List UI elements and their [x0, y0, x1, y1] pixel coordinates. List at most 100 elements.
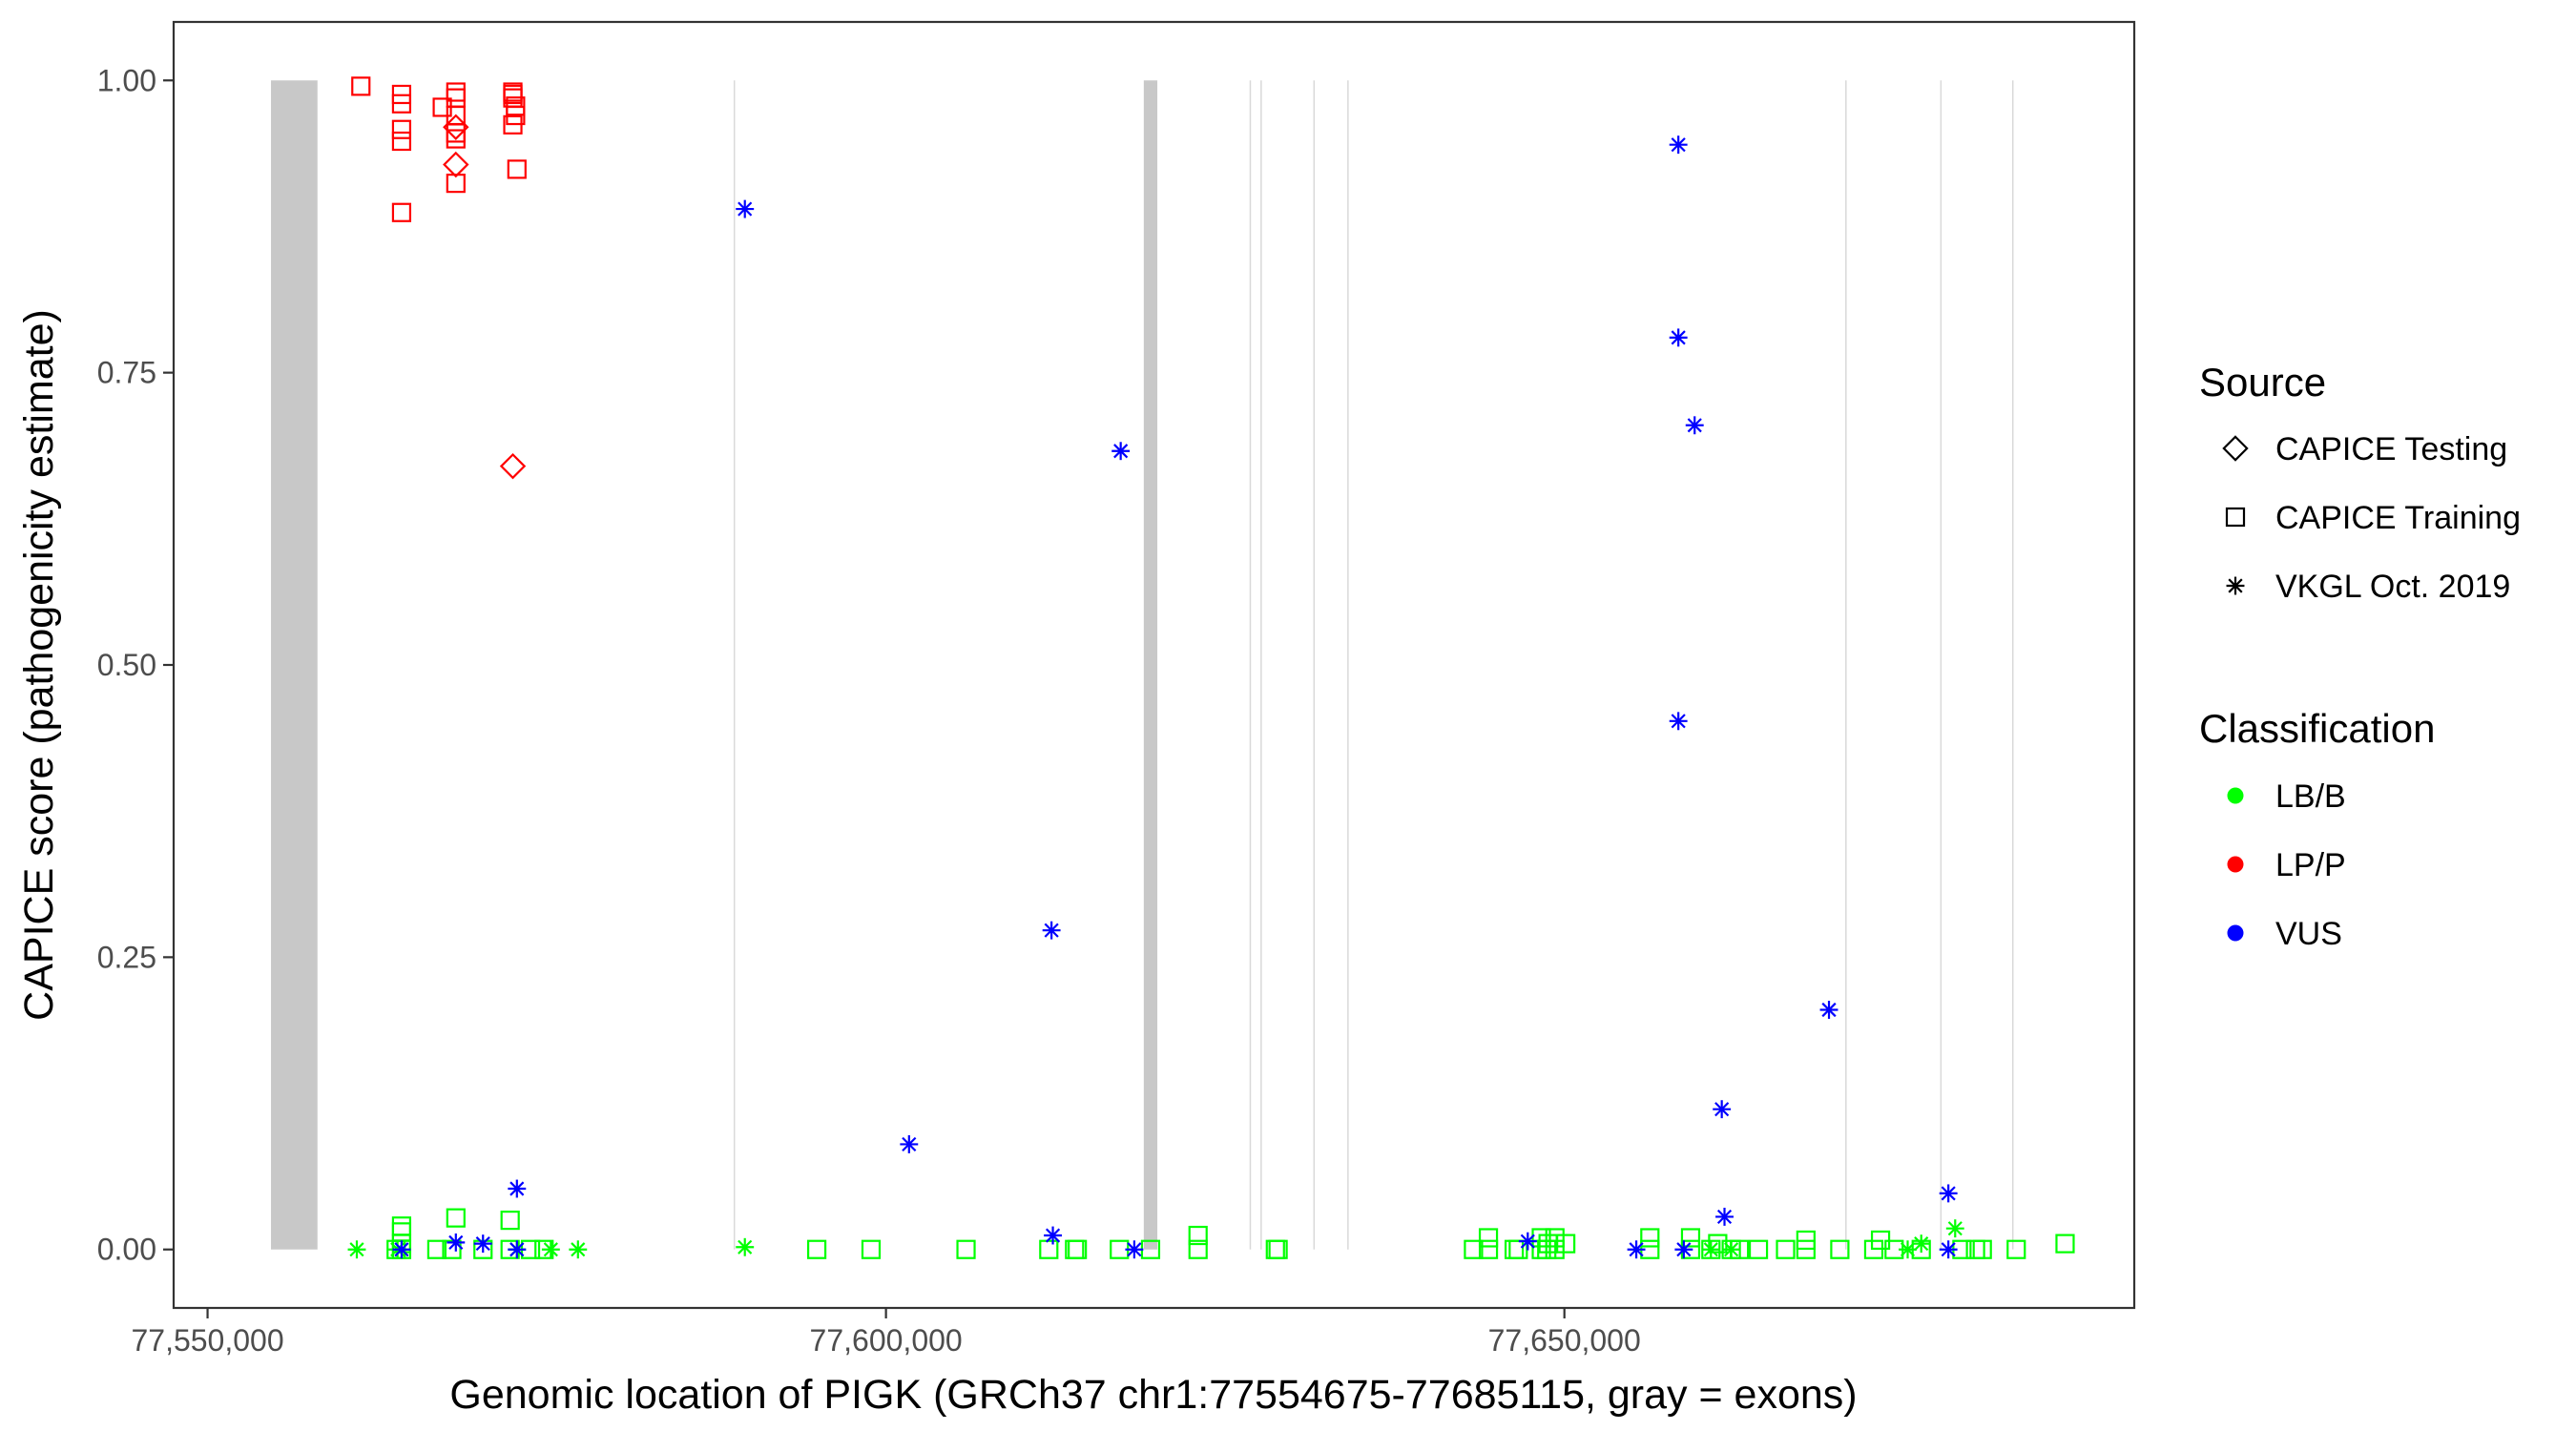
data-point	[1685, 416, 1704, 435]
data-point	[1701, 1240, 1720, 1259]
data-point	[1899, 1240, 1917, 1259]
data-point	[1518, 1232, 1537, 1251]
data-point	[508, 1179, 527, 1198]
x-tick-label: 77,650,000	[1488, 1323, 1641, 1358]
data-point	[1125, 1240, 1144, 1259]
data-point	[499, 452, 527, 480]
data-point	[347, 1240, 366, 1259]
data-point	[1912, 1234, 1931, 1254]
data-point	[569, 1240, 588, 1259]
legend-key	[2225, 507, 2246, 528]
data-point	[1068, 1239, 1088, 1259]
data-point	[442, 1239, 462, 1259]
legend-class-item: LB/B	[2227, 778, 2346, 815]
y-axis: 0.00 0.25 0.50 0.75 1.00	[97, 63, 174, 1267]
data-point	[443, 151, 469, 178]
x-axis-label: Genomic location of PIGK (GRCh37 chr1:77…	[449, 1372, 1857, 1418]
legend-class-item: VUS	[2227, 916, 2342, 952]
data-point	[1830, 1239, 1850, 1259]
data-point	[1669, 712, 1688, 731]
legend-label: CAPICE Testing	[2275, 431, 2507, 467]
data-point	[1680, 1228, 1701, 1248]
data-point	[1044, 1226, 1063, 1245]
legend-source-item: VKGL Oct. 2019	[2226, 569, 2510, 605]
data-point	[1268, 1239, 1288, 1259]
data-point	[1776, 1239, 1796, 1259]
y-tick-label: 0.00	[97, 1233, 156, 1267]
data-point	[447, 1233, 466, 1252]
data-point	[1464, 1239, 1484, 1259]
data-point	[861, 1239, 882, 1259]
exon-band	[1845, 80, 1847, 1250]
x-axis: 77,550,000 77,600,000 77,650,000	[131, 1308, 1641, 1358]
exon-band	[1313, 80, 1316, 1250]
data-point	[1545, 1239, 1565, 1259]
data-point	[1748, 1239, 1769, 1259]
data-points	[347, 76, 2075, 1259]
data-point	[1722, 1240, 1741, 1259]
legend: Source CAPICE Testing CAPICE Training VKGL…	[2199, 360, 2521, 952]
legend-label: LP/P	[2275, 847, 2346, 883]
data-point	[503, 114, 523, 135]
data-point	[1556, 1234, 1576, 1254]
data-point	[443, 114, 469, 140]
data-point	[446, 1208, 466, 1228]
data-point	[1042, 921, 1061, 940]
legend-key	[2222, 435, 2249, 462]
data-point	[736, 199, 755, 218]
y-tick-label: 0.25	[97, 940, 156, 974]
legend-source-item: CAPICE Training	[2225, 500, 2521, 536]
data-point	[1669, 135, 1688, 155]
legend-label: VUS	[2275, 916, 2342, 952]
exon-band	[1143, 80, 1158, 1250]
data-point	[1188, 1225, 1208, 1246]
exon-band	[733, 80, 736, 1250]
data-point	[1674, 1240, 1693, 1259]
data-point	[541, 1240, 560, 1259]
legend-key	[2227, 924, 2244, 942]
data-point	[1111, 442, 1131, 461]
legend-label: VKGL Oct. 2019	[2275, 569, 2510, 605]
data-point	[2006, 1239, 2026, 1259]
data-point	[1640, 1228, 1660, 1248]
x-tick-label: 77,550,000	[131, 1323, 283, 1358]
data-point	[500, 1210, 520, 1231]
data-point	[1819, 1001, 1839, 1019]
legend-class-item: LP/P	[2227, 847, 2346, 883]
exon-bands	[271, 80, 2014, 1250]
y-tick-label: 0.75	[97, 356, 156, 390]
legend-key	[2226, 576, 2245, 595]
data-point	[351, 76, 371, 96]
legend-classification-title: Classification	[2199, 706, 2435, 751]
data-point	[1715, 1207, 1734, 1226]
legend-label: CAPICE Training	[2275, 500, 2521, 536]
data-point	[1669, 328, 1688, 347]
data-point	[1713, 1100, 1732, 1119]
y-tick-label: 1.00	[97, 63, 156, 97]
data-point	[956, 1239, 976, 1259]
data-point	[391, 119, 412, 139]
data-point	[391, 131, 412, 152]
data-point	[1945, 1219, 1964, 1238]
data-point	[392, 1240, 411, 1259]
exon-band	[1260, 80, 1262, 1250]
data-point	[1545, 1228, 1565, 1248]
data-point	[446, 129, 466, 149]
data-point	[508, 1240, 527, 1259]
exon-band	[1940, 80, 1942, 1250]
legend-label: LB/B	[2275, 778, 2346, 815]
data-point	[473, 1234, 492, 1254]
data-point	[391, 93, 412, 114]
data-point	[1188, 1239, 1208, 1259]
legend-source-title: Source	[2199, 360, 2326, 404]
data-point	[900, 1134, 919, 1153]
legend-key	[2227, 787, 2244, 804]
x-tick-label: 77,600,000	[810, 1323, 963, 1358]
data-point	[1796, 1230, 1816, 1251]
exon-band	[1249, 80, 1252, 1250]
data-point	[736, 1237, 755, 1256]
y-tick-label: 0.50	[97, 648, 156, 682]
data-point	[1478, 1239, 1499, 1259]
data-point	[1939, 1184, 1958, 1203]
